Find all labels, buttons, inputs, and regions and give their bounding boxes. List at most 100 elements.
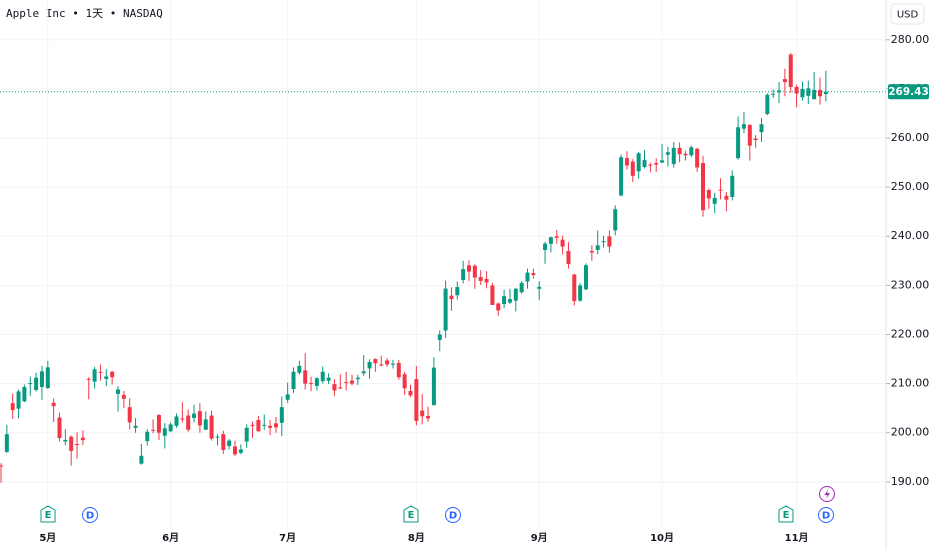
candle-body (262, 424, 267, 426)
candle-body (548, 237, 553, 244)
candle-body (572, 274, 577, 302)
dividend-badge[interactable] (445, 507, 461, 523)
candle-body (431, 367, 436, 406)
candle-body (531, 273, 536, 276)
candle-body (92, 369, 97, 382)
y-tick-label: 260.00 (891, 131, 930, 144)
candle-body (104, 376, 109, 379)
candle-body (186, 415, 191, 430)
candle-body (507, 299, 512, 303)
candle-body (57, 417, 62, 439)
candle-body (133, 425, 138, 428)
candle-body (724, 195, 729, 200)
candle-body (10, 403, 15, 411)
candle-body (16, 391, 21, 409)
candle-body (636, 153, 641, 172)
candle-body (209, 415, 214, 439)
candle-body (355, 377, 360, 380)
candle-body (221, 434, 226, 450)
candle-body (22, 387, 27, 402)
candle-body (619, 157, 624, 196)
dividend-badge[interactable] (818, 507, 834, 523)
candle-body (320, 371, 325, 382)
candle-body (730, 175, 735, 197)
event-label: E (408, 510, 415, 521)
event-label: D (449, 511, 457, 522)
candle-body (303, 370, 308, 384)
candle-body (168, 424, 173, 432)
candle-body (338, 387, 343, 389)
candle-body (701, 163, 705, 211)
candle-body (28, 383, 33, 385)
candle-body (747, 125, 752, 146)
candle-body (344, 382, 349, 384)
candle-body (238, 449, 243, 453)
candle-body (759, 124, 764, 133)
candle-body (788, 54, 793, 87)
x-tick-label: 9月 (531, 532, 548, 544)
candle-body (584, 265, 588, 290)
candle-body (250, 424, 255, 426)
y-tick-label: 250.00 (891, 180, 930, 193)
candle-body (812, 89, 817, 100)
x-tick-label: 8月 (408, 532, 425, 544)
candle-body (449, 295, 454, 300)
currency-button[interactable] (890, 3, 925, 25)
candle-body (4, 434, 9, 452)
candle-body (537, 286, 542, 289)
candle-body (472, 265, 477, 278)
earnings-badge[interactable] (778, 505, 794, 523)
candle-body (677, 147, 682, 155)
candle-body (402, 374, 407, 389)
y-tick-label: 240.00 (891, 229, 930, 242)
earnings-badge[interactable] (40, 505, 56, 523)
candle-body (595, 245, 600, 250)
candle-body (408, 390, 413, 396)
candle-body (192, 413, 197, 418)
candle-body (256, 419, 261, 432)
candle-body (332, 384, 337, 391)
candle-body (818, 89, 822, 97)
candle-body (98, 371, 103, 373)
candle-body (227, 440, 232, 446)
x-tick-label: 6月 (162, 532, 179, 544)
candle-body (121, 394, 126, 399)
candle-body (45, 367, 50, 389)
event-label: D (86, 511, 94, 522)
x-tick-label: 5月 (39, 532, 56, 544)
chart-title: Apple Inc • 1天 • NASDAQ (6, 7, 163, 20)
candle-body (273, 423, 278, 428)
candle-body (712, 197, 717, 204)
candle-body (285, 394, 290, 400)
candle-body (665, 152, 670, 155)
event-label: E (45, 510, 52, 521)
candle-body (478, 277, 483, 281)
candle-body (350, 380, 354, 384)
last-price-tag (888, 84, 929, 100)
dividend-badge[interactable] (82, 507, 98, 523)
candle-body (484, 278, 489, 283)
candle-body (63, 440, 68, 442)
currency-label: USD (897, 10, 919, 21)
candle-body (151, 429, 156, 431)
x-tick-label: 11月 (785, 532, 809, 544)
candle-body (291, 371, 296, 389)
candle-body (145, 431, 150, 442)
candle-body (426, 416, 431, 419)
y-tick-label: 220.00 (891, 327, 930, 340)
last-price-label: 269.43 (888, 86, 929, 98)
candle-body (215, 436, 220, 438)
candle-body (554, 236, 559, 238)
candle-body (519, 282, 524, 293)
candle-body (490, 285, 495, 306)
candle-body (244, 427, 249, 442)
x-tick-label: 7月 (279, 532, 296, 544)
earnings-badge[interactable] (403, 505, 419, 523)
candle-body (782, 79, 787, 83)
candle-body (180, 418, 185, 420)
candle-body (589, 250, 594, 253)
candle-body (800, 88, 805, 98)
candle-body (390, 363, 395, 365)
candle-body (513, 288, 518, 301)
